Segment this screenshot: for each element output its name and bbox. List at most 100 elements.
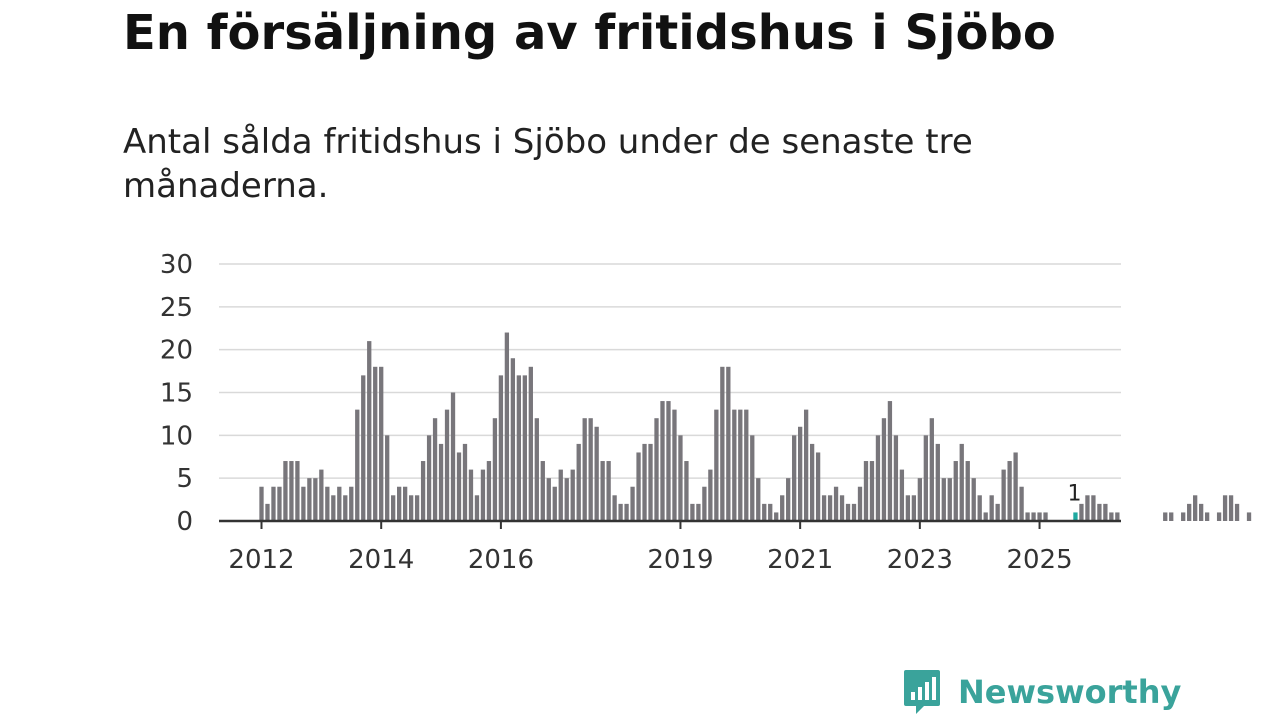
bar	[1204, 512, 1210, 521]
y-tick-label: 10	[160, 421, 193, 451]
bar	[839, 495, 845, 521]
bar	[833, 486, 839, 521]
bar	[480, 469, 486, 521]
bar	[1115, 512, 1120, 521]
bar	[486, 461, 492, 521]
bar	[337, 486, 342, 521]
bar	[408, 495, 414, 521]
bar	[456, 452, 462, 521]
bar	[857, 486, 863, 521]
annotations: 1	[1067, 481, 1081, 506]
bar	[821, 495, 827, 521]
bar	[899, 469, 905, 521]
bar	[325, 486, 330, 521]
bar	[331, 495, 336, 521]
bar	[432, 418, 438, 521]
bar	[259, 486, 264, 521]
bar	[971, 478, 976, 521]
bar	[612, 495, 617, 521]
bar	[1085, 495, 1090, 521]
bar	[492, 418, 498, 521]
bar	[1198, 503, 1204, 521]
bar	[1193, 495, 1198, 521]
bar	[1216, 512, 1222, 521]
bar	[768, 503, 773, 521]
bar	[510, 358, 516, 521]
data-label: 1	[1067, 481, 1081, 506]
bar	[1043, 512, 1048, 521]
x-tick-label: 2016	[468, 545, 534, 575]
bar	[373, 366, 378, 521]
bar	[379, 366, 384, 521]
bar	[636, 452, 641, 521]
bar	[319, 469, 324, 521]
bar	[1097, 503, 1102, 521]
bar	[265, 503, 270, 521]
bar	[1031, 512, 1036, 521]
bar	[965, 461, 970, 521]
bars	[259, 332, 1252, 521]
y-tick-label: 0	[176, 507, 193, 537]
bar	[402, 486, 408, 521]
y-tick-label: 20	[160, 336, 193, 366]
bar	[414, 495, 420, 521]
bar	[863, 461, 869, 521]
bar	[989, 495, 994, 521]
bar	[397, 486, 402, 521]
y-axis-tick-labels: 0 5 10 15 20 25 30	[160, 250, 193, 537]
bar	[588, 418, 593, 521]
bar	[929, 418, 934, 521]
bar	[343, 495, 348, 521]
bar	[606, 461, 611, 521]
bar	[786, 478, 791, 521]
bar	[995, 503, 1000, 521]
bar	[738, 409, 743, 521]
bar	[851, 503, 857, 521]
bar	[762, 503, 767, 521]
x-tick-label: 2023	[887, 545, 953, 575]
bar	[522, 375, 527, 521]
bar	[953, 461, 958, 521]
bar	[648, 443, 653, 521]
bar	[905, 495, 911, 521]
bar	[624, 503, 629, 521]
bar	[774, 512, 779, 521]
bar	[1163, 512, 1168, 521]
bar	[630, 486, 635, 521]
bar	[732, 409, 737, 521]
bar	[1187, 503, 1192, 521]
bar	[827, 495, 833, 521]
bar	[438, 443, 444, 521]
y-tick-label: 30	[160, 250, 193, 280]
bar	[600, 461, 605, 521]
bar	[875, 435, 881, 521]
bar	[582, 418, 587, 521]
bar	[474, 495, 480, 521]
bar	[498, 375, 504, 521]
y-tick-label: 15	[160, 379, 193, 409]
bar	[558, 469, 563, 521]
bar	[660, 401, 665, 521]
bar	[911, 495, 917, 521]
bar	[798, 426, 803, 521]
bar	[726, 366, 731, 521]
bar	[941, 478, 946, 521]
bar	[983, 512, 988, 521]
bar	[594, 426, 599, 521]
bar	[1246, 512, 1252, 521]
bar	[295, 461, 300, 521]
bar	[301, 486, 306, 521]
bar	[313, 478, 318, 521]
bar	[385, 435, 390, 521]
chart-subtitle: Antal sålda fritidshus i Sjöbo under de …	[123, 122, 973, 206]
bar	[564, 478, 569, 521]
bar	[1169, 512, 1174, 521]
y-tick-label: 25	[160, 293, 193, 323]
bar	[959, 443, 964, 521]
brand-name: Newsworthy	[958, 673, 1182, 711]
bar	[534, 418, 539, 521]
bar	[684, 461, 689, 521]
bar	[420, 461, 426, 521]
bar-latest	[1073, 512, 1078, 521]
